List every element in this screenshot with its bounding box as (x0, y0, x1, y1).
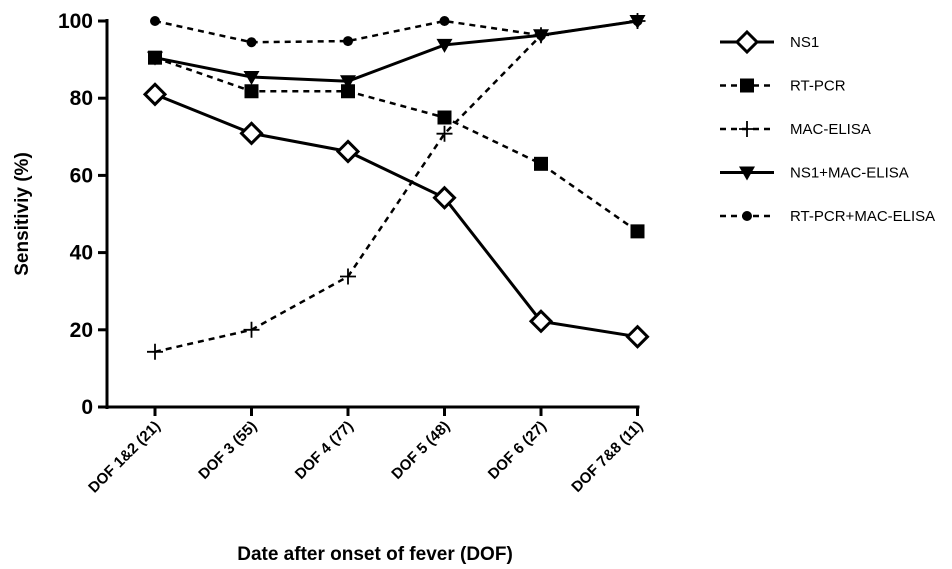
legend-label: RT-PCR+MAC-ELISA (790, 208, 935, 225)
data-point-rt-pcr (341, 84, 355, 99)
data-point-ns1 (142, 82, 168, 107)
legend-marker (734, 29, 760, 55)
data-point-ns1 (432, 185, 457, 210)
legend-item-rt-pcr-mac-elisa: RT-PCR+MAC-ELISA (720, 208, 935, 225)
series-line-mac-elisa (154, 19, 638, 354)
series-ns1 (142, 82, 650, 349)
series-line-ns1 (154, 92, 638, 339)
data-point-ns1 (625, 324, 650, 349)
series-rt-pcr (148, 50, 645, 239)
legend-marker (740, 78, 754, 93)
legend-item-ns1-mac-elisa: NS1+MAC-ELISA (720, 165, 909, 182)
series-rt-pcr-mac-elisa (150, 16, 643, 48)
data-point-mac-elisa (243, 321, 260, 338)
x-tick-label: DOF 1&2 (21) (85, 418, 164, 497)
series-layer (142, 13, 650, 360)
series-ns1-mac-elisa (147, 15, 646, 90)
data-point-ns1-mac-elisa (147, 51, 163, 66)
data-point-ns1 (335, 139, 361, 164)
legend-marker (742, 211, 752, 221)
series-line-rt-pcr-mac-elisa (154, 19, 638, 44)
legend-label: MAC-ELISA (790, 121, 871, 138)
legend-label: RT-PCR (790, 78, 846, 95)
x-axis-title: Date after onset of fever (DOF) (237, 544, 513, 565)
data-point-ns1 (528, 309, 554, 334)
legend-item-mac-elisa: MAC-ELISA (720, 121, 871, 138)
y-tick-label: 0 (81, 396, 93, 419)
y-tick-label: 80 (70, 87, 93, 110)
y-tick-label: 60 (70, 164, 93, 187)
data-point-ns1-mac-elisa (436, 38, 453, 53)
data-point-rt-pcr-mac-elisa (632, 16, 643, 26)
data-point-rt-pcr (244, 84, 259, 99)
x-tick-label: DOF 7&8 (11) (568, 418, 646, 496)
legend: NS1 RT-PCR MAC-ELISA NS1+MAC-ELISA RT-PCR+MA… (720, 29, 935, 225)
x-tick-label: DOF 4 (77) (292, 418, 357, 483)
series-mac-elisa (147, 13, 646, 360)
data-point-ns1-mac-elisa (243, 70, 260, 85)
legend-label: NS1+MAC-ELISA (790, 165, 909, 182)
y-tick-label: 100 (58, 10, 93, 33)
data-point-rt-pcr-mac-elisa (439, 16, 450, 26)
legend-item-rt-pcr: RT-PCR (720, 78, 846, 95)
data-point-ns1-mac-elisa (340, 75, 356, 90)
data-point-rt-pcr-mac-elisa (246, 37, 257, 48)
legend-label: NS1 (790, 34, 819, 51)
data-point-rt-pcr-mac-elisa (343, 36, 353, 47)
data-point-rt-pcr (437, 110, 452, 125)
legend-item-ns1: NS1 (720, 29, 819, 55)
data-point-rt-pcr (534, 156, 548, 171)
y-tick-label: 20 (70, 319, 93, 342)
x-tick-label: DOF 3 (55) (195, 418, 260, 483)
data-point-rt-pcr-mac-elisa (150, 16, 160, 26)
series-line-rt-pcr (154, 56, 639, 233)
y-tick-label: 40 (70, 242, 93, 265)
x-tick-label: DOF 5 (48) (388, 418, 453, 483)
data-point-mac-elisa (340, 268, 356, 285)
data-point-mac-elisa (147, 343, 163, 360)
data-point-mac-elisa (436, 125, 453, 142)
legend-marker (739, 121, 755, 137)
data-point-rt-pcr (630, 224, 645, 239)
legend-marker (739, 166, 755, 181)
data-point-ns1 (239, 121, 264, 146)
data-point-rt-pcr-mac-elisa (536, 30, 546, 41)
x-tick-label: DOF 6 (27) (485, 418, 550, 483)
axes: 0 20 40 60 80 100 DOF 1&2 (21) DOF 3 (55) DOF 4 … (58, 10, 646, 496)
y-axis-title: Sensitiviy (%) (12, 152, 33, 276)
